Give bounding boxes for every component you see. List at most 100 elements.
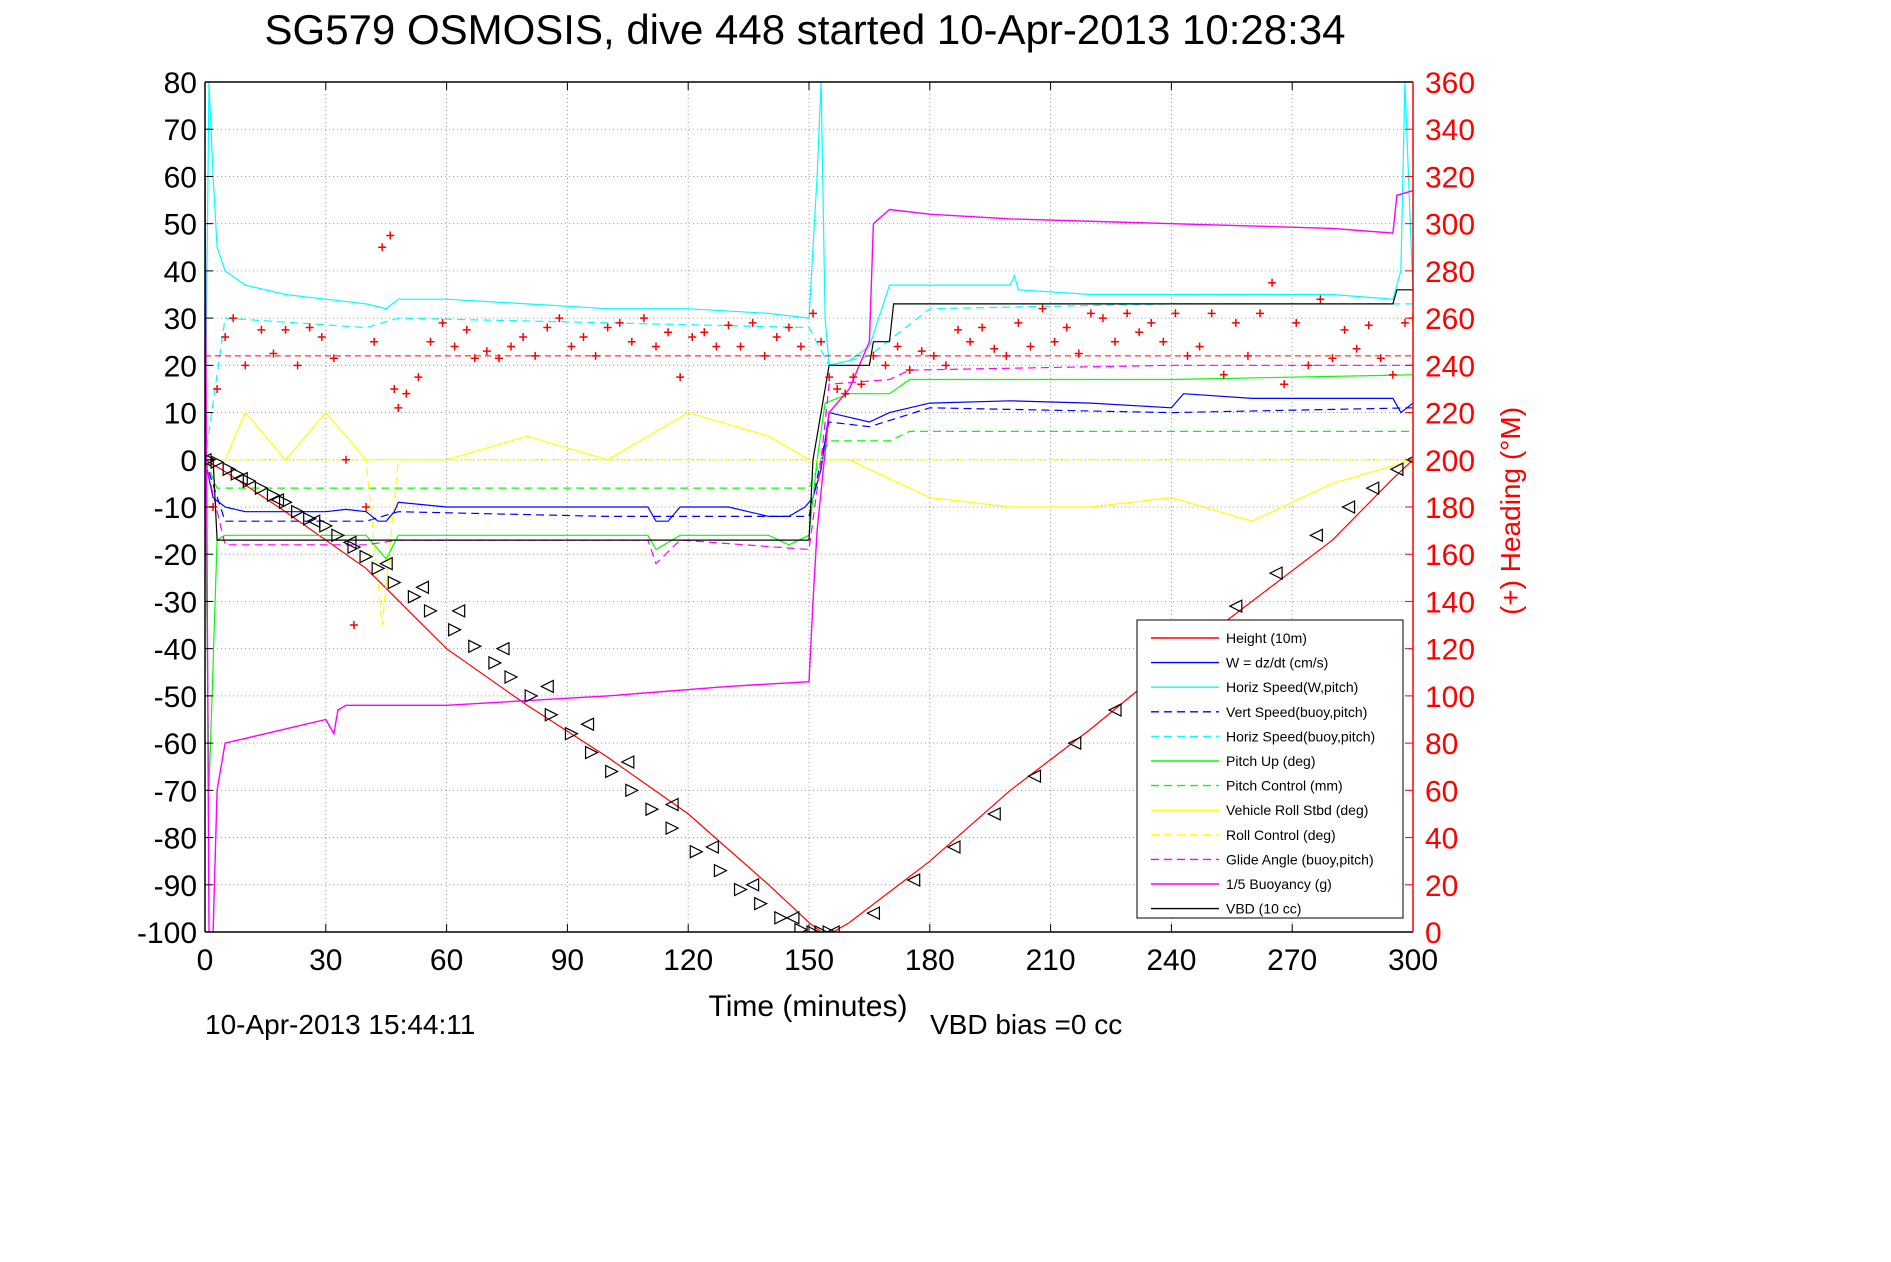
y2-tick-label: 40 — [1425, 823, 1458, 856]
heading-marker — [1255, 309, 1264, 318]
depth-marker-left — [378, 556, 393, 571]
heading-marker — [241, 361, 250, 370]
heading-marker — [1243, 351, 1252, 360]
depth-marker-right — [230, 466, 245, 481]
depth-marker-left — [1228, 599, 1243, 614]
depth-marker-right — [625, 783, 640, 798]
depth-marker-left — [415, 580, 430, 595]
depth-marker-right — [504, 670, 519, 684]
y-tick-label: 80 — [164, 67, 197, 100]
x-tick-label: 300 — [1388, 944, 1438, 977]
heading-marker — [426, 337, 435, 346]
heading-marker — [893, 342, 902, 351]
depth-marker-right — [423, 603, 438, 618]
series-line-horiz_speed_buoy — [205, 303, 1413, 460]
heading-marker — [213, 384, 222, 393]
heading-marker — [414, 373, 423, 382]
heading-marker — [1002, 351, 1011, 360]
x-tick-label: 150 — [784, 944, 834, 977]
heading-marker — [941, 361, 950, 370]
y-tick-label: -50 — [154, 681, 197, 714]
heading-marker — [1400, 318, 1409, 327]
heading-marker — [1074, 349, 1083, 358]
y2-tick-label: 140 — [1425, 586, 1475, 619]
heading-marker — [494, 354, 503, 363]
depth-marker-left — [705, 840, 719, 854]
y-tick-label: 30 — [164, 303, 197, 336]
heading-marker — [1111, 337, 1120, 346]
heading-marker — [849, 373, 858, 382]
heading-marker — [676, 373, 685, 382]
series-line-vehicle_roll — [205, 411, 1413, 522]
heading-marker — [579, 333, 588, 341]
dive-plot: 0 30 60 90 120 150 180 210 240 270 300 80 70 60 50 40 30… — [136, 6, 1526, 1040]
depth-marker-right — [794, 922, 809, 932]
heading-marker — [833, 384, 842, 393]
depth-marker-left — [580, 717, 595, 732]
vbd-bias-text: VBD bias =0 cc — [930, 1009, 1122, 1040]
depth-marker-left — [1365, 481, 1380, 496]
heading-marker — [1352, 344, 1361, 353]
y2-axis-label: (+) Heading (°M) — [1495, 407, 1526, 615]
depth-marker-left — [233, 471, 248, 486]
chart-svg: 0 30 60 90 120 150 180 210 240 270 300807060504030… — [136, 6, 1526, 1040]
heading-marker — [1014, 318, 1023, 327]
y2-tick-label: 100 — [1425, 681, 1475, 714]
depth-marker-right — [754, 896, 769, 911]
heading-marker — [1280, 380, 1289, 389]
heading-marker — [378, 243, 387, 252]
heading-marker — [1231, 318, 1240, 327]
heading-marker — [1304, 361, 1313, 370]
heading-marker — [1328, 354, 1337, 363]
legend: Height (10m) W = dz/dt (cm/s) Horiz Speed(… — [1136, 619, 1404, 919]
heading-marker — [664, 328, 673, 337]
series-line-vert_speed_buoy — [205, 407, 1413, 522]
heading-marker — [772, 333, 781, 341]
depth-marker-left — [539, 679, 554, 694]
x-tick-label: 30 — [309, 944, 342, 977]
depth-marker-right — [605, 764, 620, 779]
heading-marker — [269, 349, 278, 358]
depth-marker-right — [331, 528, 346, 543]
heading-marker — [905, 366, 914, 375]
legend-label-vbd: VBD (10 cc) — [1226, 901, 1301, 917]
y-tick-label: 0 — [180, 445, 197, 478]
depth-marker-left — [1341, 500, 1356, 514]
depth-marker-right — [205, 454, 217, 466]
heading-marker — [1340, 325, 1349, 334]
depth-marker-left — [620, 755, 635, 769]
y2-tick-label: 80 — [1425, 728, 1458, 761]
depth-marker-left — [1389, 462, 1404, 477]
y2-tick-label: 340 — [1425, 114, 1475, 147]
heading-marker — [1376, 354, 1385, 363]
depth-marker-right — [584, 745, 599, 760]
y2-tick-label: 200 — [1425, 445, 1475, 478]
heading-marker — [736, 342, 745, 351]
heading-marker — [293, 361, 302, 370]
depth-marker-right — [814, 925, 829, 932]
legend-label-pitch_control: Pitch Control (mm) — [1226, 778, 1343, 794]
y2-tick-label: 260 — [1425, 303, 1475, 336]
y2-tick-label: 240 — [1425, 350, 1475, 383]
depth-marker-left — [306, 514, 321, 529]
y-tick-label: 60 — [164, 161, 197, 194]
heading-marker — [1268, 278, 1277, 287]
depth-marker-right — [387, 575, 402, 590]
heading-marker — [507, 342, 516, 351]
depth-marker-left — [664, 797, 679, 812]
heading-marker — [712, 342, 721, 351]
heading-marker — [1038, 304, 1047, 313]
depth-marker-right — [524, 688, 539, 703]
y-tick-label: -40 — [154, 634, 197, 667]
heading-marker — [817, 337, 826, 346]
heading-marker — [1171, 309, 1180, 318]
depth-marker-left — [451, 603, 466, 618]
depth-marker-right — [278, 495, 293, 510]
heading-marker — [1364, 321, 1373, 330]
series-line-horiz_speed — [205, 82, 1413, 460]
depth-marker-right — [254, 481, 269, 496]
y-tick-label: -30 — [154, 586, 197, 619]
heading-marker — [390, 384, 399, 393]
depth-marker-left — [495, 641, 510, 656]
heading-marker — [869, 351, 878, 360]
